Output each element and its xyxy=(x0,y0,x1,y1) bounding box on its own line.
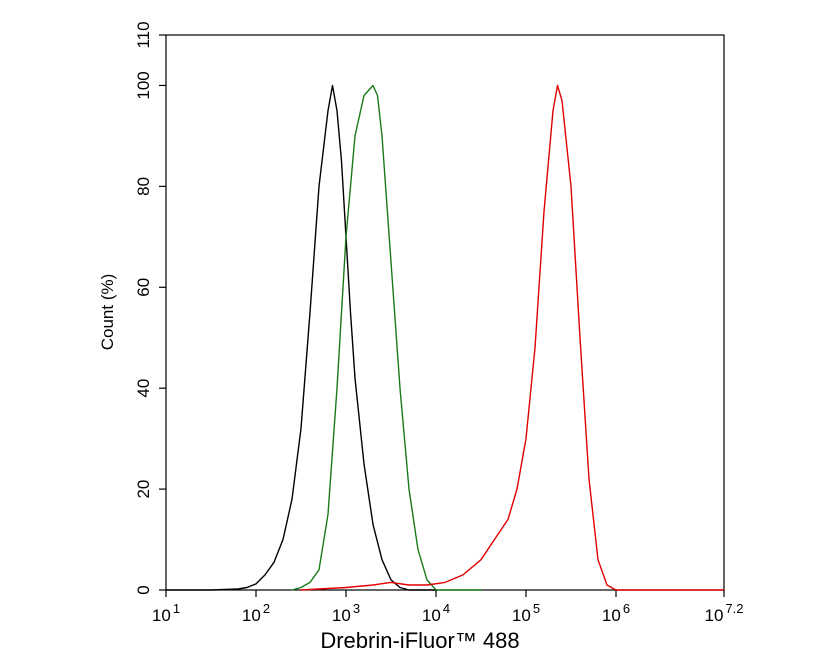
histogram-curves xyxy=(165,84,725,591)
x-tick-base: 10 xyxy=(152,606,171,625)
x-tick-base: 10 xyxy=(242,606,261,625)
x-tick-label: 10 5 xyxy=(512,601,540,625)
x-tick-exponent: 5 xyxy=(533,601,540,616)
x-tick-label: 10 4 xyxy=(422,601,450,625)
y-tick-label: 40 xyxy=(134,379,153,398)
x-tick-label: 10 6 xyxy=(602,601,630,625)
x-tick-base: 10 xyxy=(422,606,441,625)
y-tick-label: 60 xyxy=(134,278,153,297)
x-tick-exponent: 4 xyxy=(443,601,450,616)
x-axis: 10 1 10 2 10 3 10 4 10 5 10 6 10 7.2 xyxy=(152,590,744,625)
x-tick-exponent: 6 xyxy=(623,601,630,616)
x-tick-exponent: 3 xyxy=(353,601,360,616)
x-tick-base: 10 xyxy=(602,606,621,625)
y-axis-label: Count (%) xyxy=(98,274,117,351)
x-tick-label: 10 2 xyxy=(242,601,270,625)
y-axis: 0 20 40 60 80 100 110 xyxy=(134,21,166,595)
x-tick-exponent: 1 xyxy=(173,601,180,616)
x-tick-label: 10 7.2 xyxy=(705,601,744,625)
x-tick-label: 10 3 xyxy=(332,601,360,625)
plot-frame xyxy=(165,34,725,591)
y-tick-label: 80 xyxy=(134,177,153,196)
y-tick-label: 110 xyxy=(134,21,153,48)
x-tick-exponent: 2 xyxy=(263,601,270,616)
x-tick-exponent: 7.2 xyxy=(725,601,743,616)
y-tick-label: 0 xyxy=(134,585,153,594)
histogram-curve-2 xyxy=(291,84,482,591)
x-tick-base: 10 xyxy=(512,606,531,625)
x-tick-label: 10 1 xyxy=(152,601,180,625)
y-tick-label: 100 xyxy=(134,71,153,99)
x-tick-base: 10 xyxy=(332,606,351,625)
x-tick-base: 10 xyxy=(705,606,724,625)
x-axis-label: Drebrin-iFluor™ 488 xyxy=(320,628,519,653)
y-tick-label: 20 xyxy=(134,480,153,499)
histogram-curve-3 xyxy=(300,84,725,591)
histogram-curve-1 xyxy=(165,84,437,591)
